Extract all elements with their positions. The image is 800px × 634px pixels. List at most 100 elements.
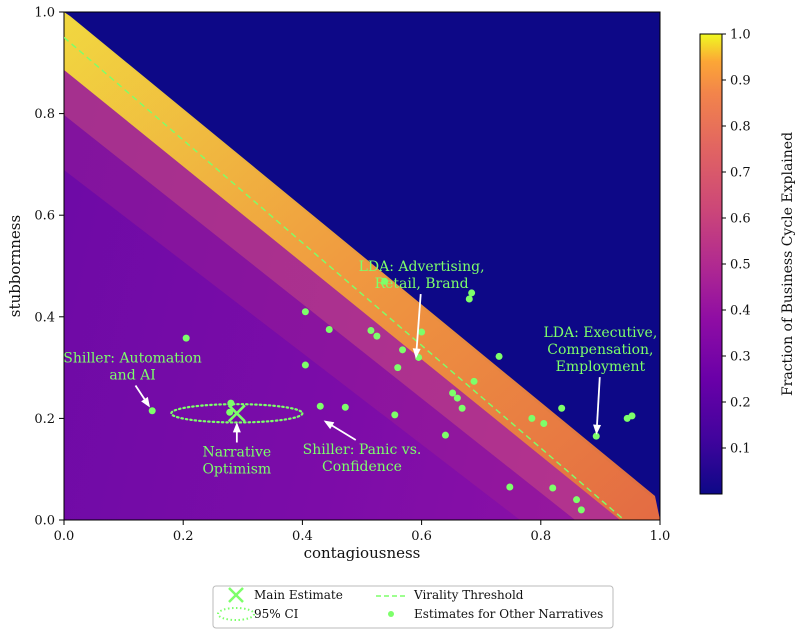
legend-box xyxy=(212,585,614,629)
y-tick-label: 0.2 xyxy=(34,412,55,427)
annotation-arrowhead xyxy=(412,348,421,359)
annotation-arrowhead xyxy=(141,396,151,408)
colorbar-tick-label: 0.9 xyxy=(730,74,751,89)
y-tick-label: 0.0 xyxy=(34,514,55,529)
x-tick-label: 0.6 xyxy=(411,529,432,544)
narrative-point xyxy=(341,403,349,411)
virality-threshold-line xyxy=(64,36,625,520)
heatmap-high-band xyxy=(64,12,660,520)
annotation-text: LDA: Executive, xyxy=(543,325,657,341)
x-tick-label: 0.0 xyxy=(54,529,75,544)
legend-other-narratives: Estimates for Other Narratives xyxy=(388,607,603,621)
legend: Main Estimate 95% CI Virality Threshold … xyxy=(212,585,614,629)
narrative-point xyxy=(373,332,381,340)
legend-label-virality: Virality Threshold xyxy=(413,588,524,602)
narrative-point xyxy=(418,328,426,336)
narrative-point xyxy=(301,308,309,316)
annotation-text: Shiller: Panic vs. xyxy=(303,442,422,458)
narrative-point xyxy=(367,327,375,335)
narrative-point xyxy=(528,414,536,422)
annotation-arrowhead xyxy=(323,420,335,430)
narrative-point xyxy=(465,295,473,303)
y-tick-label: 0.6 xyxy=(34,209,55,224)
annotation-arrowhead xyxy=(593,424,602,435)
narrative-point xyxy=(506,483,514,491)
colorbar-tick-label: 0.8 xyxy=(730,120,751,135)
x-tick-label: 1.0 xyxy=(650,529,671,544)
legend-ci: 95% CI xyxy=(217,607,299,621)
narrative-point xyxy=(394,364,402,372)
y-tick-label: 1.0 xyxy=(34,6,55,21)
colorbar-ticks: 0.1 0.2 0.3 0.4 0.5 0.6 0.7 0.8 0.9 1.0 xyxy=(722,28,751,457)
annotation-text: Retail, Brand xyxy=(375,276,469,292)
narrative-point xyxy=(549,484,557,492)
legend-label-other-narratives: Estimates for Other Narratives xyxy=(414,607,603,621)
legend-virality: Virality Threshold xyxy=(376,588,524,602)
narrative-point xyxy=(227,399,235,407)
narrative-point xyxy=(182,334,190,342)
narrative-point xyxy=(558,404,566,412)
annotation-arrow xyxy=(415,294,422,357)
overlay xyxy=(64,36,636,520)
colorbar-tick-label: 0.4 xyxy=(730,304,751,319)
x-tick-label: 0.2 xyxy=(173,529,194,544)
y-axis-label: stubbornness xyxy=(6,215,24,317)
colorbar-label: Fraction of Business Cycle Explained xyxy=(780,132,796,396)
heatmap xyxy=(64,12,660,520)
colorbar-tick-label: 1.0 xyxy=(730,28,751,43)
narrative-point xyxy=(470,377,478,385)
narrative-point xyxy=(148,407,156,415)
annotation-text: Compensation, xyxy=(547,342,653,358)
heatmap-mid-band xyxy=(64,70,620,520)
annotation: LDA: Executive,Compensation,Employment xyxy=(543,325,657,435)
annotation-arrowhead xyxy=(232,422,241,433)
narrative-point xyxy=(399,346,407,354)
legend-label-main-estimate: Main Estimate xyxy=(254,588,343,602)
colorbar: 0.1 0.2 0.3 0.4 0.5 0.6 0.7 0.8 0.9 1.0 Fraction … xyxy=(699,28,796,495)
annotation-text: Employment xyxy=(556,359,646,375)
narrative-point xyxy=(577,506,585,514)
annotation-text: Confidence xyxy=(322,459,402,475)
annotation-text: Optimism xyxy=(202,462,271,478)
annotation-text: LDA: Advertising, xyxy=(359,259,485,275)
annotation-text: Narrative xyxy=(203,445,272,461)
colorbar-tick-label: 0.6 xyxy=(730,212,751,227)
narrative-point xyxy=(325,326,333,333)
colorbar-tick-label: 0.1 xyxy=(730,442,751,457)
narrative-point xyxy=(381,277,389,285)
narrative-point xyxy=(453,394,461,402)
narrative-point xyxy=(449,389,457,397)
narrative-point xyxy=(540,419,548,427)
narrative-point xyxy=(458,404,466,412)
narrative-point xyxy=(592,432,600,440)
legend-main-estimate: Main Estimate xyxy=(228,587,343,603)
colorbar-tick-label: 0.5 xyxy=(730,258,751,273)
narrative-point xyxy=(628,412,636,420)
axes: 0.0 0.2 0.4 0.6 0.8 1.0 0.0 0.2 0.4 0.6 0.8 1.0 xyxy=(34,6,670,545)
annotation: Shiller: Panic vs.Confidence xyxy=(303,420,422,475)
colorbar-tick-label: 0.2 xyxy=(730,396,751,411)
narrative-point xyxy=(468,289,476,297)
x-tick-label: 0.4 xyxy=(292,529,313,544)
annotation-arrow xyxy=(595,377,601,433)
colorbar-gradient xyxy=(699,33,723,495)
colorbar-tick-label: 0.7 xyxy=(730,166,751,181)
heatmap-low-band xyxy=(64,115,575,520)
narrative-point xyxy=(495,352,503,360)
plot-frame xyxy=(63,11,661,521)
x-axis-label: contagiousness xyxy=(304,544,421,562)
y-tick-label: 0.8 xyxy=(34,107,55,122)
main-estimate-marker xyxy=(227,404,246,423)
annotation-text: Shiller: Automation xyxy=(63,351,202,367)
narrative-point xyxy=(391,411,399,419)
narrative-point xyxy=(441,431,449,439)
legend-label-ci: 95% CI xyxy=(254,607,299,621)
annotation-text: and AI xyxy=(109,368,155,384)
colorbar-tick-label: 0.3 xyxy=(730,350,751,365)
narrative-point xyxy=(573,496,581,504)
x-tick-label: 0.8 xyxy=(530,529,551,544)
narrative-point xyxy=(301,361,309,369)
